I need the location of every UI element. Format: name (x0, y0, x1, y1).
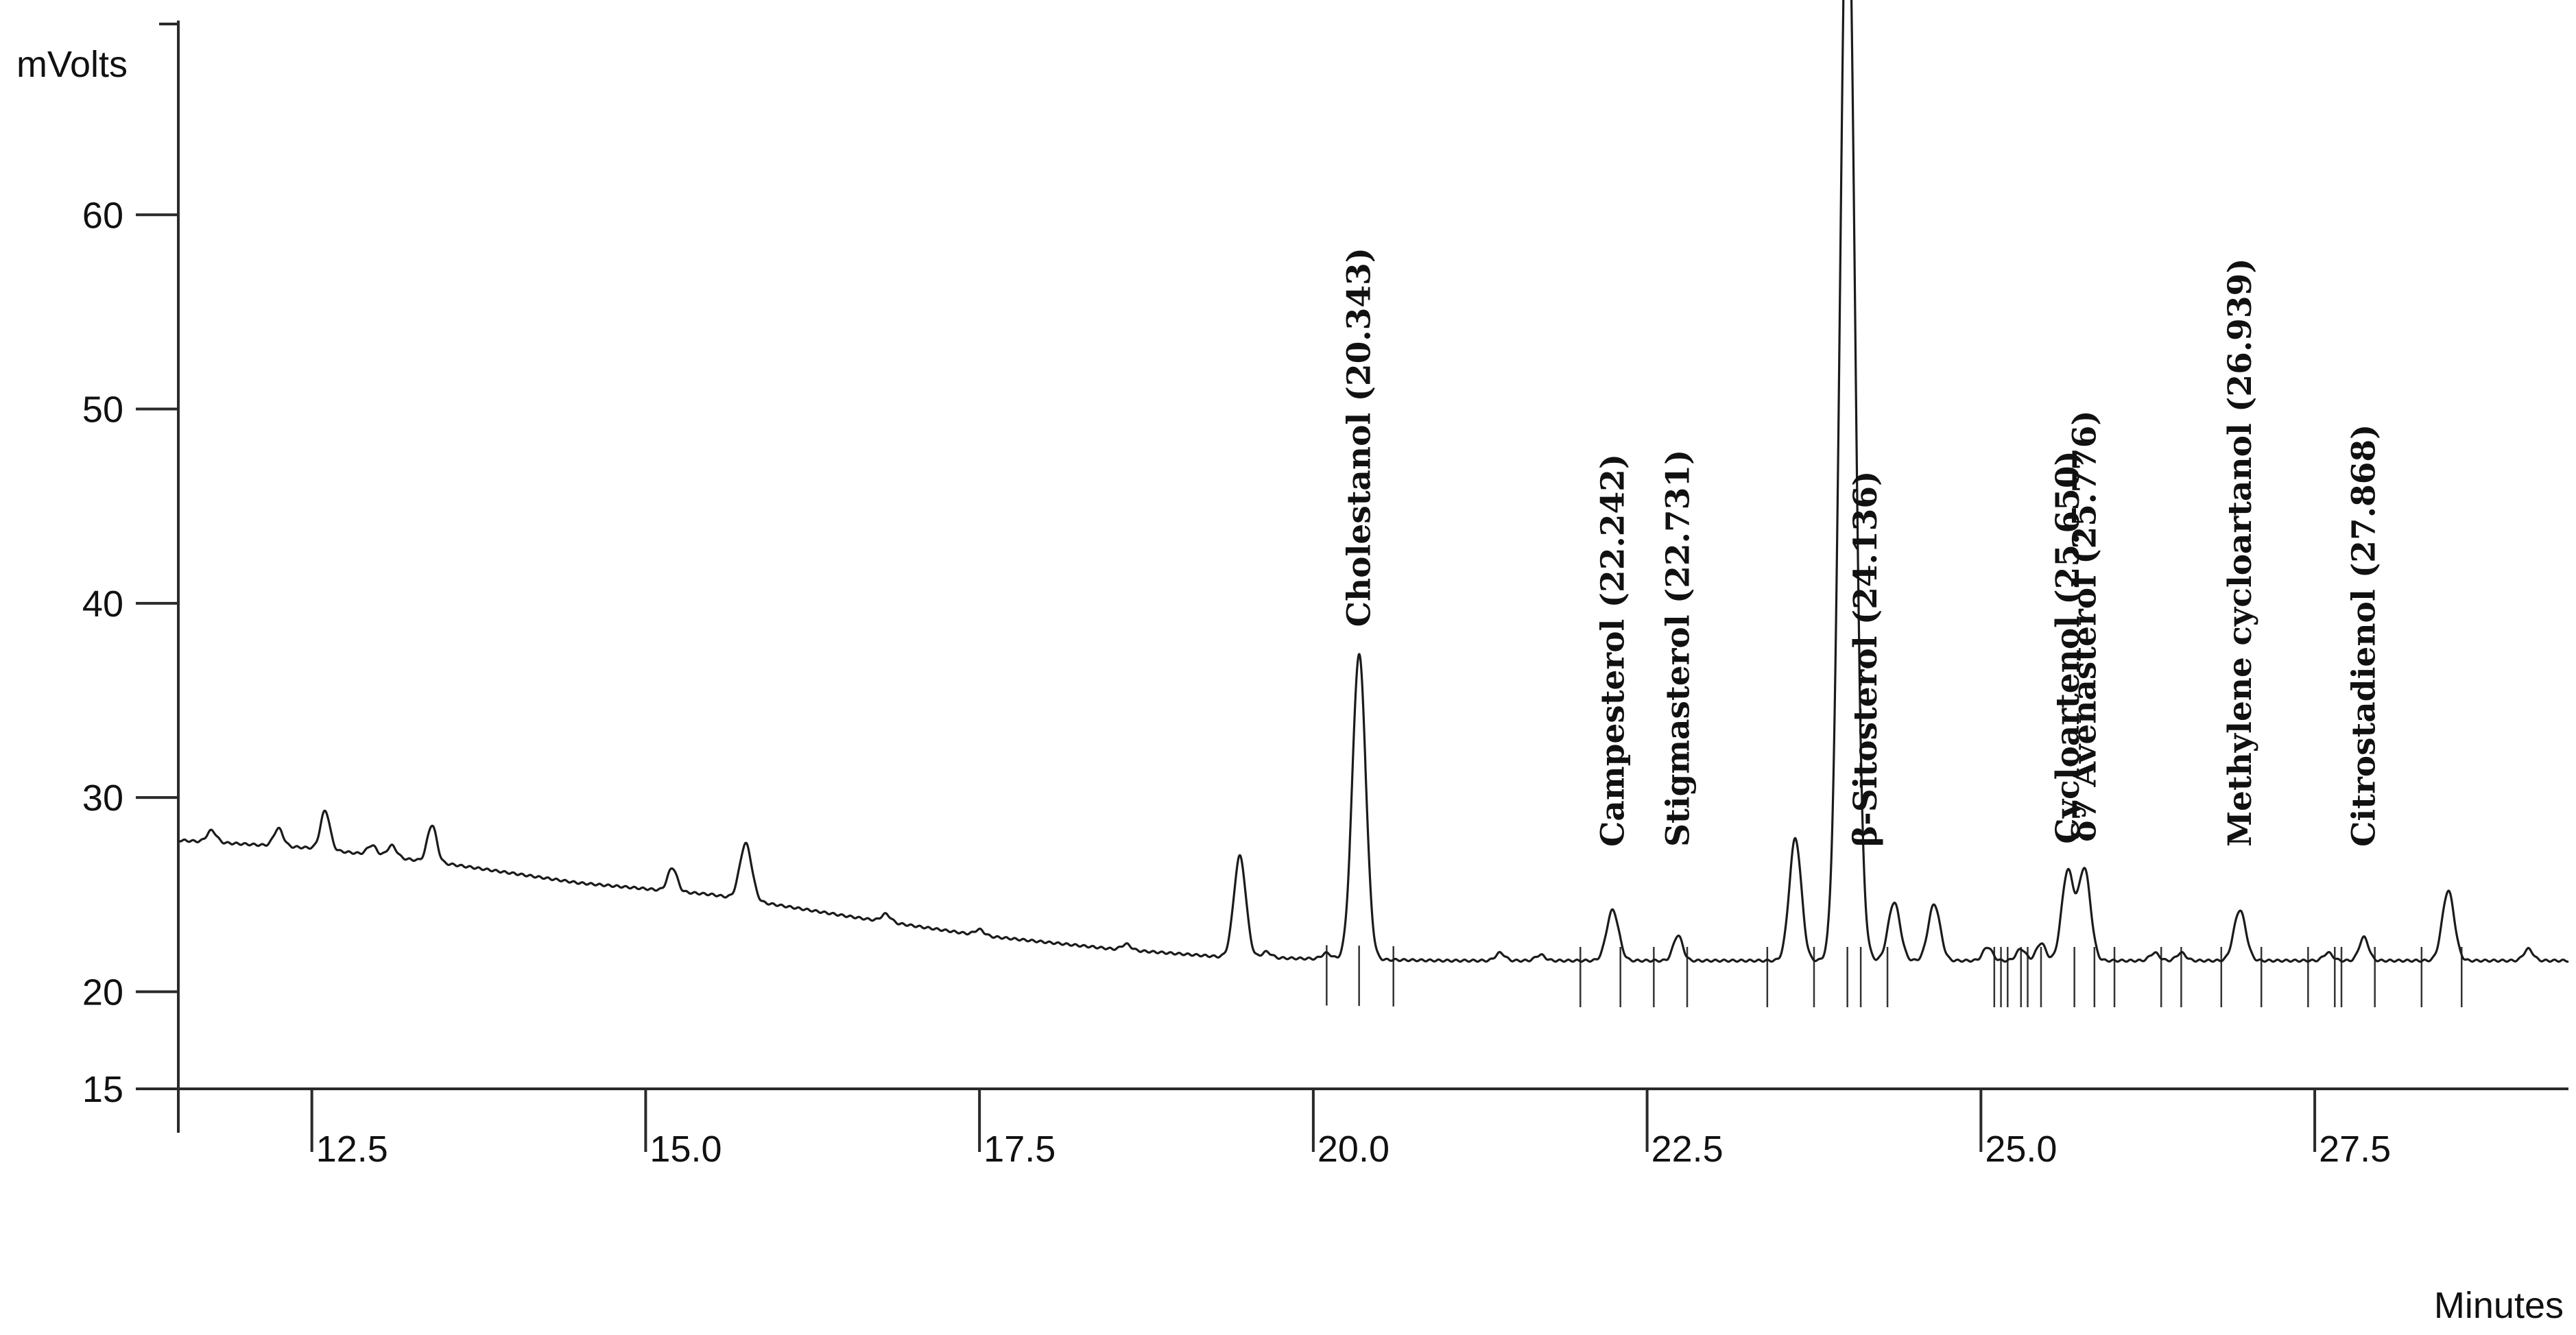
x-tick-label: 27.5 (2319, 1129, 2391, 1170)
peak-label: Citrostadienol (27.868) (2346, 424, 2383, 847)
peak-label: Methylene cycloartanol (26.939) (2221, 258, 2259, 847)
x-tick-label: 17.5 (983, 1129, 1056, 1170)
peak-label: Cycloartenol (25.650) (2049, 450, 2087, 843)
y-tick-label: 30 (82, 778, 123, 819)
peak-label: Stigmasterol (22.731) (1660, 450, 1697, 847)
peak-label: β-Sitosterol (24.136) (1847, 471, 1885, 847)
peak-label: Cholestanol (20.343) (1341, 248, 1379, 627)
x-tick-label: 20.0 (1317, 1129, 1390, 1170)
y-tick-label: 40 (82, 584, 123, 625)
x-tick-label: 15.0 (649, 1129, 721, 1170)
y-tick-label: 15 (82, 1069, 123, 1110)
chromatogram-trace (177, 0, 2570, 963)
peak-markers (1326, 945, 2463, 1008)
y-tick-label: 60 (82, 195, 123, 236)
x-tick-label: 12.5 (316, 1129, 388, 1170)
peak-labels: Cholestanol (20.343) Campesterol (22.242)… (1341, 248, 2383, 847)
x-tick-label: 22.5 (1651, 1129, 1724, 1170)
y-axis-title: mVolts (16, 44, 128, 85)
peak-label: Campesterol (22.242) (1594, 454, 1632, 847)
x-tick-label: 25.0 (1985, 1129, 2057, 1170)
x-axis-title: Minutes (2434, 1285, 2564, 1326)
y-tick-label: 50 (82, 389, 123, 431)
y-tick-label: 20 (82, 972, 123, 1013)
peak-label: δ7 Avenasterol (25.776) (2066, 410, 2103, 842)
axes: 15 20 30 40 50 60 12.5 15.0 17.5 20.0 22.5 25.0 27.5 (82, 21, 2568, 1170)
